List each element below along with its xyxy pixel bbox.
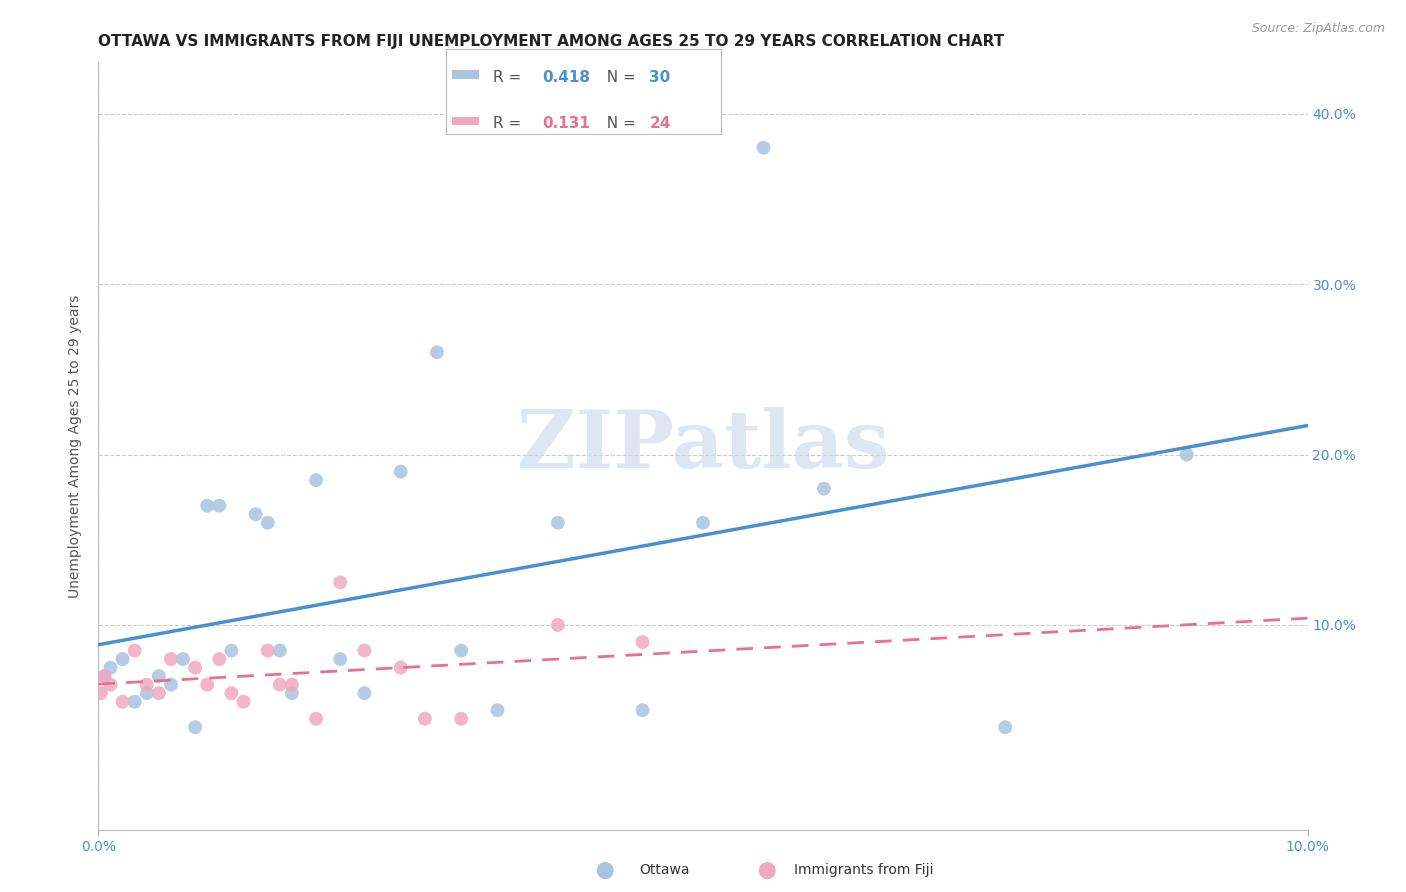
Point [389,465,412,479]
Point [111,695,134,709]
Point [450,712,472,726]
Text: Source: ZipAtlas.com: Source: ZipAtlas.com [1251,22,1385,36]
Point [93,669,115,683]
Point [124,643,146,657]
Point [547,516,569,530]
Text: Ottawa: Ottawa [640,863,690,877]
Text: ⬤: ⬤ [756,861,776,879]
Point [100,660,122,674]
Point [148,669,170,683]
Point [631,635,654,649]
Text: R =: R = [494,116,526,131]
Point [389,660,412,674]
Text: 24: 24 [650,116,671,131]
Point [221,643,243,657]
Text: 0.418: 0.418 [543,70,591,85]
Point [160,652,183,666]
Point [547,618,569,632]
Text: N =: N = [598,70,641,85]
Point [450,643,472,657]
Point [93,669,115,683]
Point [208,499,231,513]
Point [135,678,157,692]
Point [184,660,207,674]
Point [135,686,157,700]
Point [353,643,375,657]
Point [256,643,278,657]
Point [208,652,231,666]
Text: ⬤: ⬤ [595,861,614,879]
Text: Immigrants from Fiji: Immigrants from Fiji [794,863,934,877]
Point [752,141,775,155]
Point [329,575,352,590]
Point [90,686,112,700]
Point [305,473,328,487]
Point [994,720,1017,734]
Y-axis label: Unemployment Among Ages 25 to 29 years: Unemployment Among Ages 25 to 29 years [69,294,83,598]
Text: R =: R = [494,70,526,85]
Point [426,345,449,359]
Point [281,678,304,692]
Point [305,712,328,726]
Point [486,703,509,717]
Point [631,703,654,717]
Point [413,712,436,726]
Text: OTTAWA VS IMMIGRANTS FROM FIJI UNEMPLOYMENT AMONG AGES 25 TO 29 YEARS CORRELATIO: OTTAWA VS IMMIGRANTS FROM FIJI UNEMPLOYM… [98,34,1005,49]
Point [1175,448,1198,462]
Point [100,678,122,692]
Point [172,652,194,666]
Point [221,686,243,700]
Point [269,643,291,657]
Point [124,695,146,709]
Point [160,678,183,692]
FancyBboxPatch shape [451,117,479,126]
Point [329,652,352,666]
Point [256,516,278,530]
Point [184,720,207,734]
Point [281,686,304,700]
Point [232,695,254,709]
Text: ZIPatlas: ZIPatlas [517,407,889,485]
Point [269,678,291,692]
Point [111,652,134,666]
Point [813,482,835,496]
Text: 30: 30 [650,70,671,85]
FancyBboxPatch shape [451,70,479,78]
Point [353,686,375,700]
Point [195,678,218,692]
Point [245,507,267,521]
Text: N =: N = [598,116,641,131]
Point [195,499,218,513]
Point [692,516,714,530]
Text: 0.131: 0.131 [543,116,591,131]
Point [148,686,170,700]
